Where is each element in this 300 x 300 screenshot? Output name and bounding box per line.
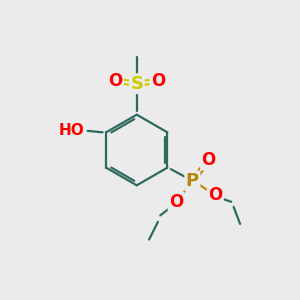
Text: HO: HO — [58, 123, 84, 138]
Text: S: S — [130, 75, 143, 93]
Text: O: O — [201, 151, 216, 169]
Text: O: O — [208, 186, 223, 204]
Text: O: O — [169, 193, 183, 211]
Text: O: O — [108, 72, 123, 90]
Text: P: P — [186, 172, 199, 190]
Text: O: O — [151, 72, 165, 90]
